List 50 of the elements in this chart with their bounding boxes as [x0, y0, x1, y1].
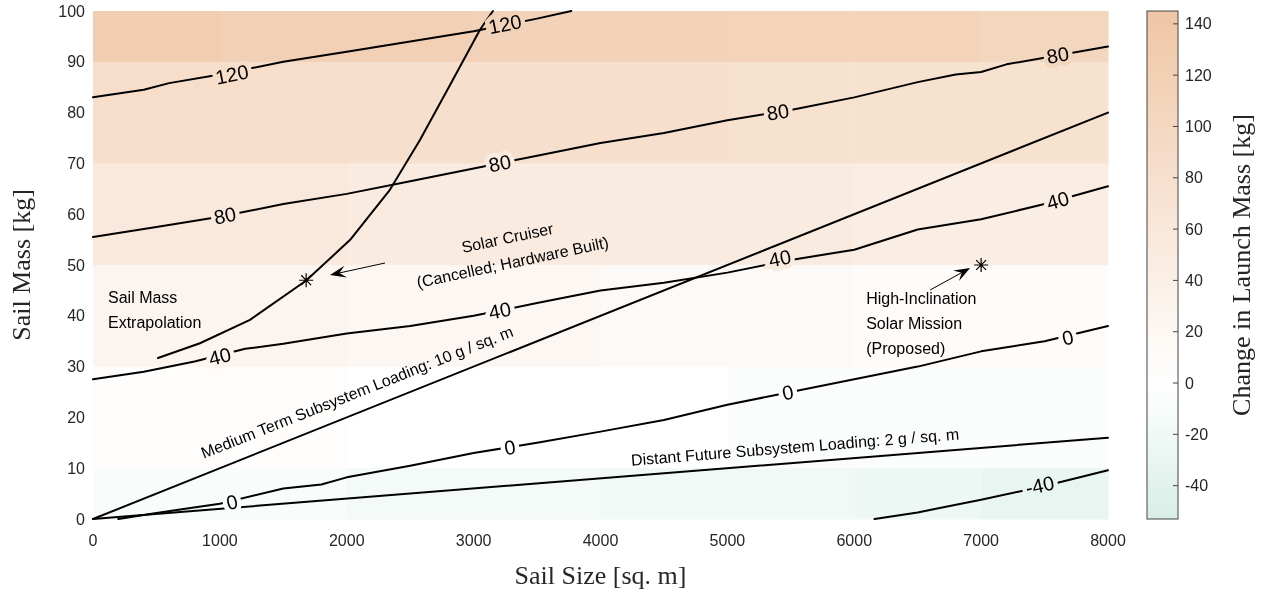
color-bar-label: 0: [1185, 374, 1194, 392]
color-bar-label: 40: [1185, 271, 1203, 289]
x-tick-label: 2000: [328, 532, 365, 549]
x-tick-label: 0: [88, 532, 98, 549]
y-tick-label: 80: [67, 104, 86, 122]
y-tick-label: 0: [76, 510, 86, 528]
y-tick-label: 10: [67, 459, 86, 477]
annotation: 0: [1059, 325, 1076, 350]
color-bar-label: 140: [1185, 15, 1212, 33]
annotation: 0: [502, 435, 518, 460]
annotation: 80: [765, 99, 791, 125]
annotation: High-Inclination Solar Mission (Proposed): [866, 289, 977, 357]
x-axis-title: Sail Size [sq. m]: [514, 561, 687, 590]
x-tick-label: 5000: [709, 532, 746, 549]
color-bar-label: 120: [1185, 66, 1212, 84]
color-bar-label: 80: [1185, 169, 1203, 187]
y-tick-label: 100: [58, 2, 86, 20]
annotation: 80: [486, 150, 513, 177]
x-tick-label: 8000: [1090, 532, 1126, 549]
y-tick-label: 40: [67, 307, 86, 325]
color-bar-label: 20: [1185, 323, 1203, 341]
y-tick-label: 30: [67, 358, 86, 376]
annotation: 40: [1044, 186, 1072, 215]
y-tick-label: 70: [67, 155, 86, 172]
x-tick-label: 7000: [963, 532, 1000, 549]
annotation: 40: [206, 343, 234, 370]
color-bar-label: 60: [1185, 220, 1203, 238]
x-tick-label: 6000: [836, 532, 873, 549]
annotation: 80: [1044, 42, 1071, 68]
annotation: 40: [766, 245, 793, 272]
x-tick-label: 3000: [455, 532, 492, 549]
y-tick-label: 60: [67, 205, 86, 223]
annotation: 120: [486, 10, 524, 39]
annotation: 120: [213, 60, 251, 89]
y-tick-label: 50: [67, 256, 86, 274]
color-bar-title: Change in Launch Mass [kg]: [1227, 114, 1256, 416]
annotation: Distant Future Subsystem Loading: 2 g / sq. m: [630, 425, 960, 469]
y-axis-title: Sail Mass [kg]: [7, 189, 36, 341]
color-bar-label: -40: [1185, 477, 1209, 495]
annotation: 80: [211, 202, 239, 229]
annotation: Sail Mass Extrapolation: [108, 289, 202, 332]
color-bar-label: -20: [1185, 425, 1209, 443]
annotation: 40: [486, 297, 513, 324]
y-tick-label: 90: [67, 53, 86, 71]
y-tick-label: 20: [67, 409, 86, 426]
color-bar-label: 100: [1185, 118, 1212, 136]
annotation: 0: [223, 490, 240, 515]
x-tick-label: 4000: [582, 532, 619, 549]
x-tick-label: 1000: [202, 532, 238, 549]
annotation: 0: [780, 380, 796, 405]
